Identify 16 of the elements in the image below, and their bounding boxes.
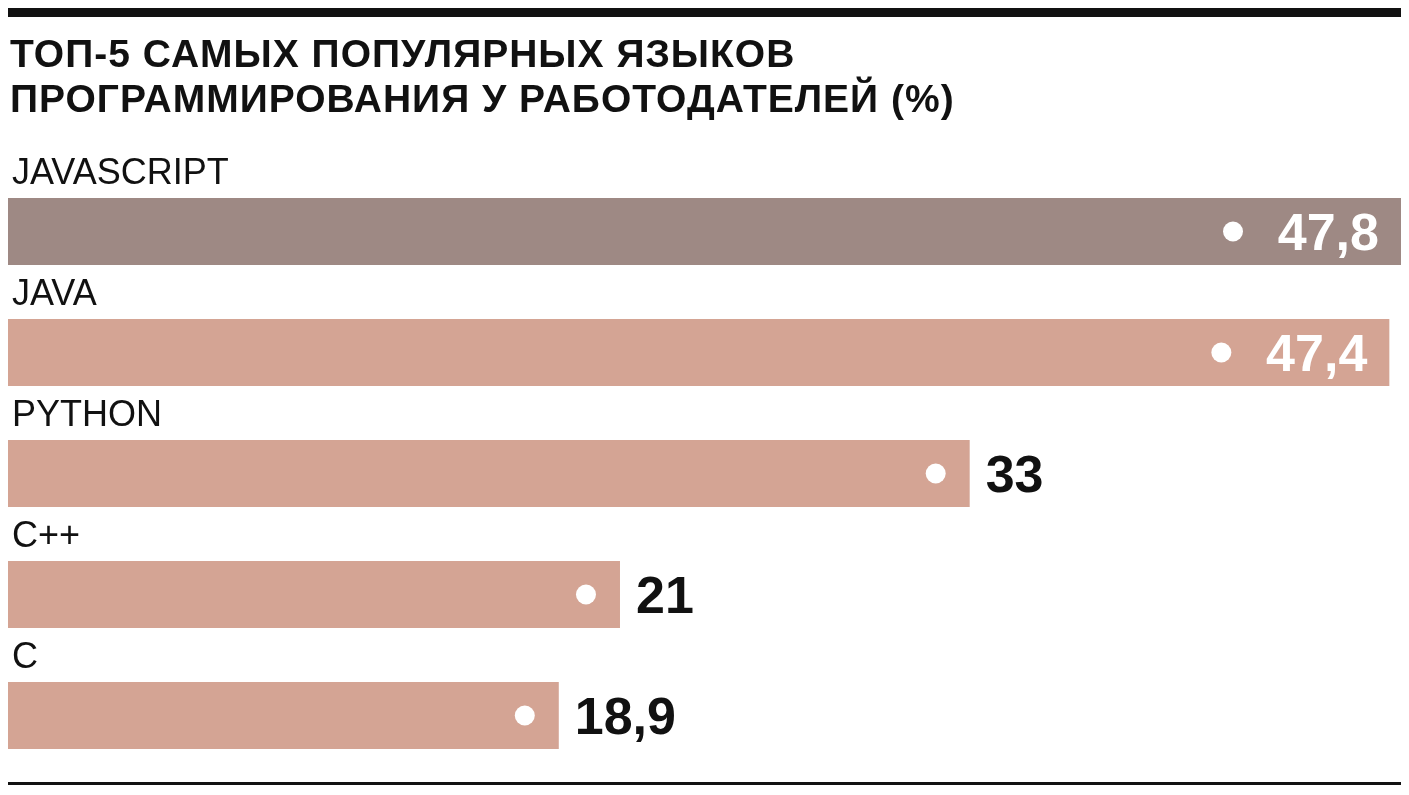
data-label: 21 — [635, 565, 694, 624]
data-label: 18,9 — [574, 686, 677, 745]
bar — [8, 319, 1390, 386]
bar — [8, 198, 1401, 265]
bar — [8, 440, 970, 507]
data-label: 33 — [985, 444, 1044, 503]
bar — [8, 561, 620, 628]
chart-title: ТОП-5 САМЫХ ПОПУЛЯРНЫХ ЯЗЫКОВ ПРОГРАММИРОВАНИЯ У РАБОТОДАТЕЛЕЙ (%) — [10, 31, 956, 121]
bar — [8, 682, 559, 749]
y-tick-label: PYTHON — [12, 393, 163, 434]
y-tick-label: JAVA — [12, 272, 97, 313]
data-label: 47,8 — [1277, 202, 1379, 261]
y-tick-label: JAVASCRIPT — [12, 151, 229, 192]
data-label: 47,4 — [1266, 323, 1368, 382]
y-tick-label: C++ — [12, 514, 81, 555]
y-tick-label: C — [12, 635, 38, 676]
